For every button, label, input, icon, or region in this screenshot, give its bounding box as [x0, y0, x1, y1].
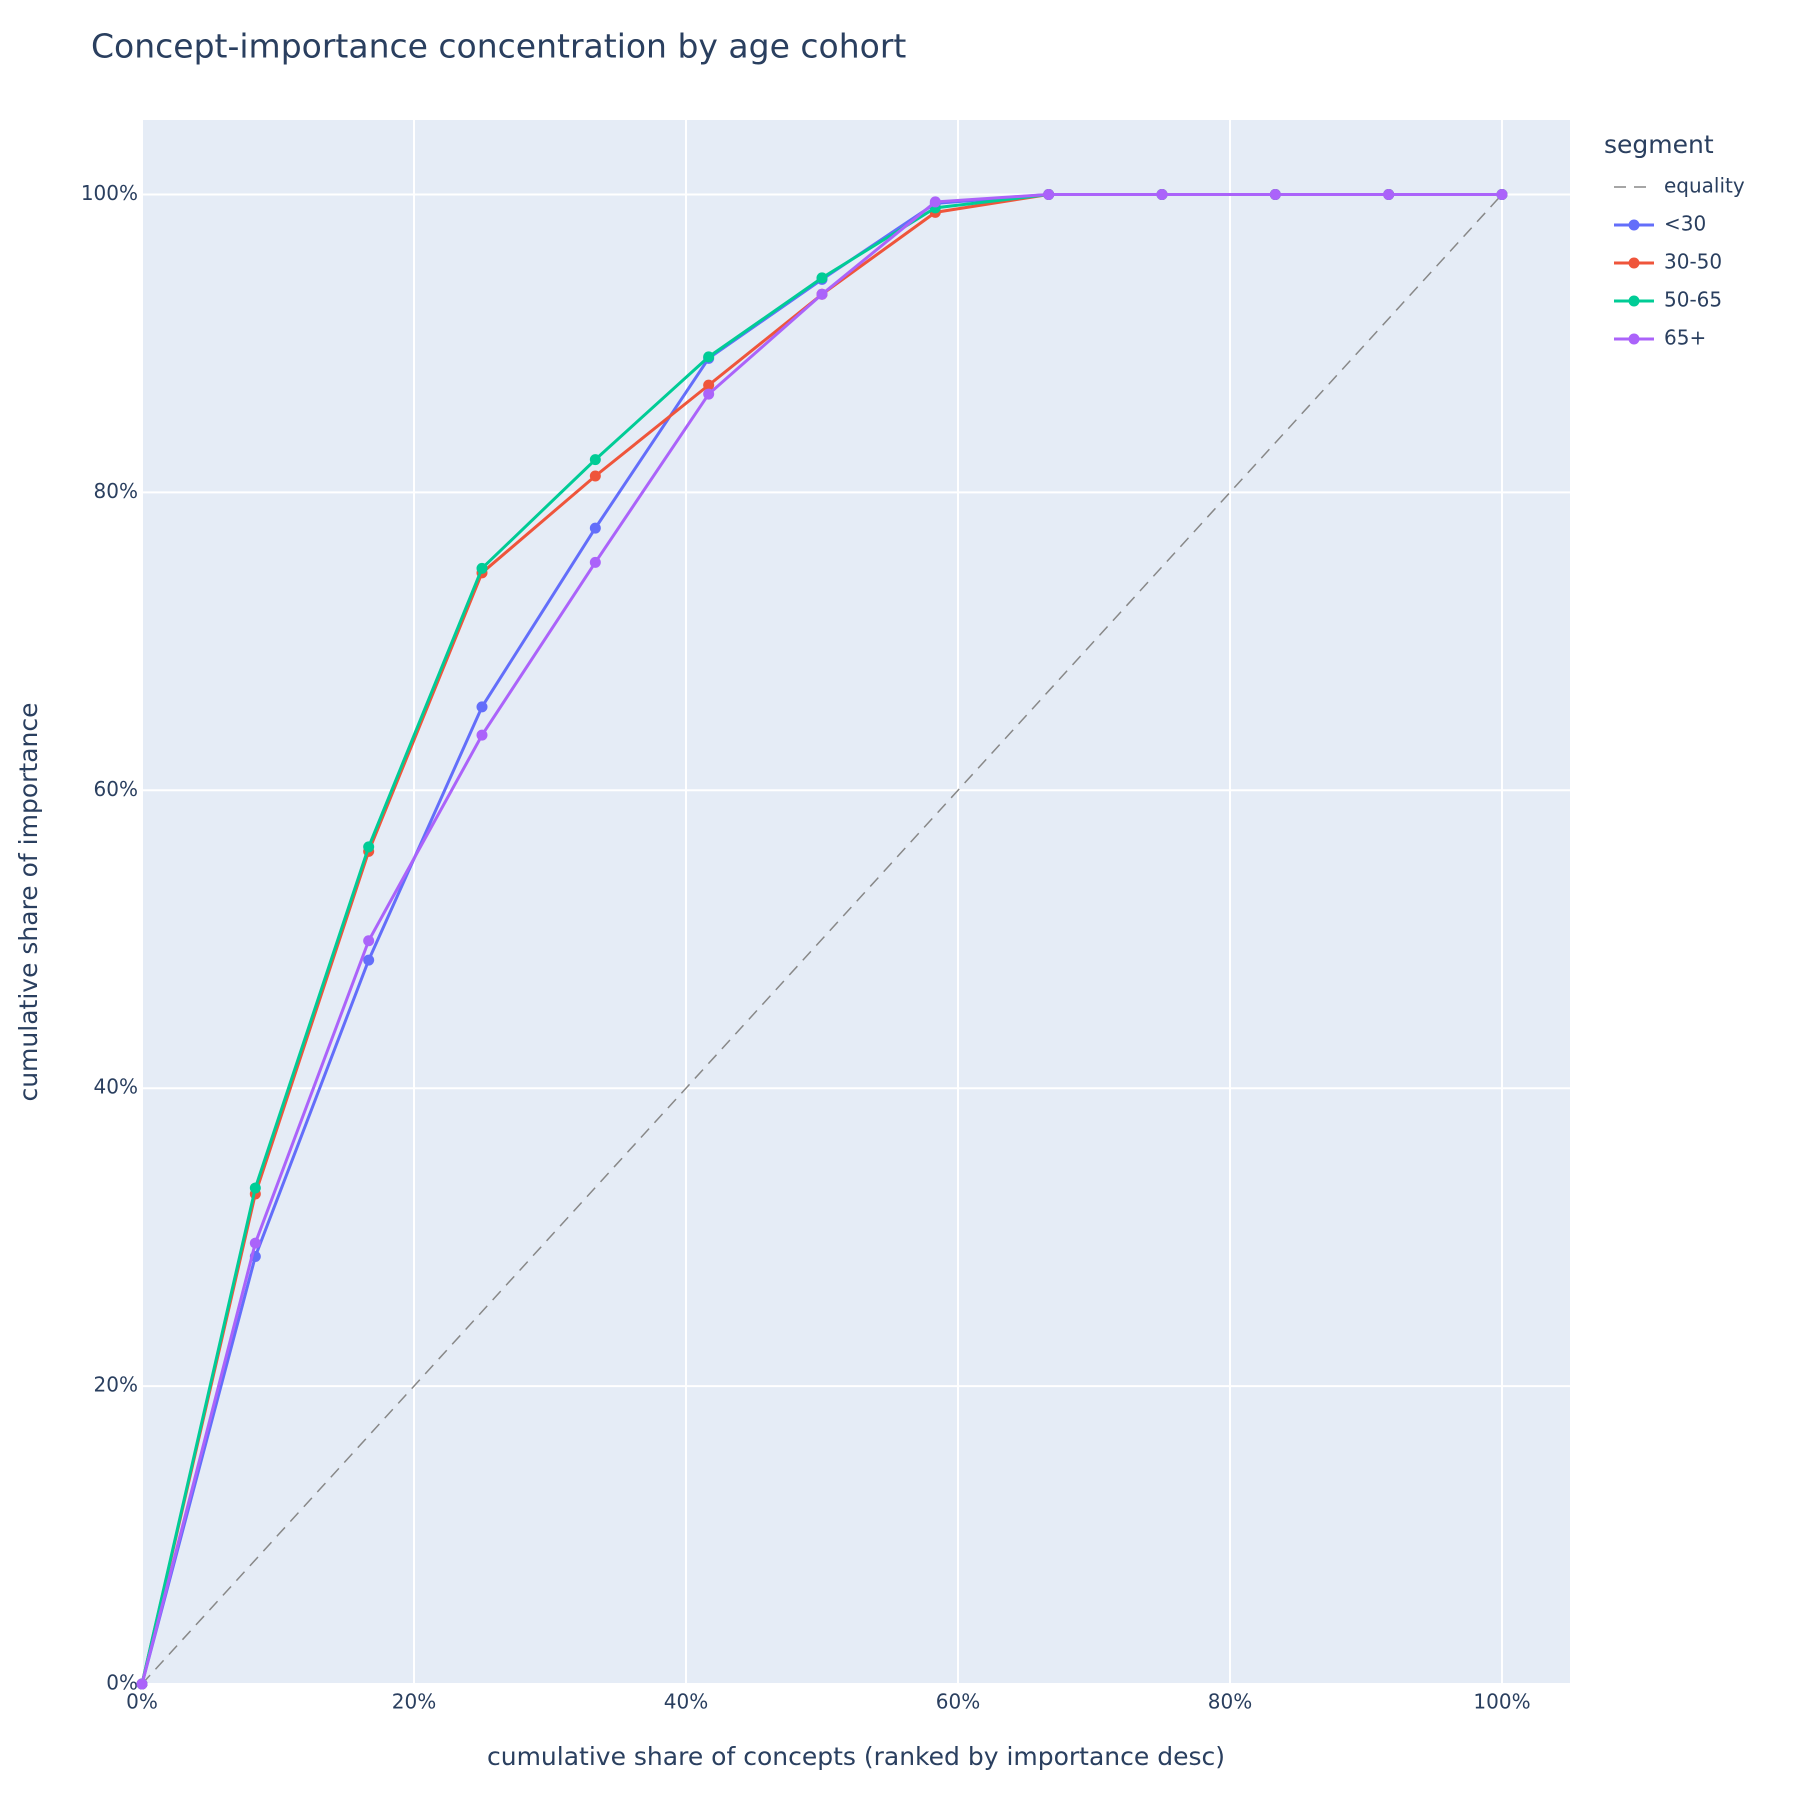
y-tick-label: 20% [94, 1373, 138, 1397]
chart-title: Concept-importance concentration by age … [91, 27, 906, 66]
data-point [476, 562, 488, 574]
y-tick-label: 80% [94, 479, 138, 503]
data-point [136, 1678, 148, 1690]
data-point [476, 701, 488, 713]
data-point [703, 379, 715, 391]
data-point [1043, 188, 1055, 200]
legend-marker [1628, 333, 1640, 345]
data-point [589, 556, 601, 568]
data-point [1496, 188, 1508, 200]
x-tick-label: 40% [664, 1690, 708, 1714]
data-point [249, 1237, 261, 1249]
y-tick-label: 0% [106, 1671, 138, 1695]
legend-title: segment [1604, 130, 1714, 159]
series-line [141, 193, 1503, 1685]
legend-label: <30 [1664, 212, 1706, 236]
data-point [589, 454, 601, 466]
data-point [476, 729, 488, 741]
y-axis-title: cumulative share of importance [14, 702, 43, 1101]
legend-label: 30-50 [1664, 250, 1722, 274]
x-tick-label: 100% [1473, 1690, 1530, 1714]
x-tick-label: 60% [936, 1690, 980, 1714]
x-axis-title: cumulative share of concepts (ranked by … [487, 1742, 1225, 1771]
data-point [363, 954, 375, 966]
legend-label: 65+ [1664, 326, 1706, 350]
data-point [703, 351, 715, 363]
legend-label: 50-65 [1664, 288, 1722, 312]
x-tick-label: 0% [126, 1690, 158, 1714]
y-tick-label: 40% [94, 1075, 138, 1099]
y-tick-label: 100% [81, 181, 138, 205]
data-point [1383, 188, 1395, 200]
y-tick-label: 60% [94, 777, 138, 801]
data-point [929, 196, 941, 208]
data-point [589, 470, 601, 482]
data-point [363, 935, 375, 947]
data-point [589, 522, 601, 534]
data-point [816, 272, 828, 284]
legend-marker [1628, 219, 1640, 231]
x-tick-label: 20% [392, 1690, 436, 1714]
legend-marker [1628, 295, 1640, 307]
data-point [1156, 188, 1168, 200]
data-point [703, 388, 715, 400]
data-point [363, 841, 375, 853]
grid [141, 120, 1570, 1685]
legend-marker [1628, 257, 1640, 269]
x-tick-label: 80% [1208, 1690, 1252, 1714]
data-point [816, 288, 828, 300]
data-point [1269, 188, 1281, 200]
legend-label: equality [1664, 174, 1745, 198]
data-point [249, 1182, 261, 1194]
